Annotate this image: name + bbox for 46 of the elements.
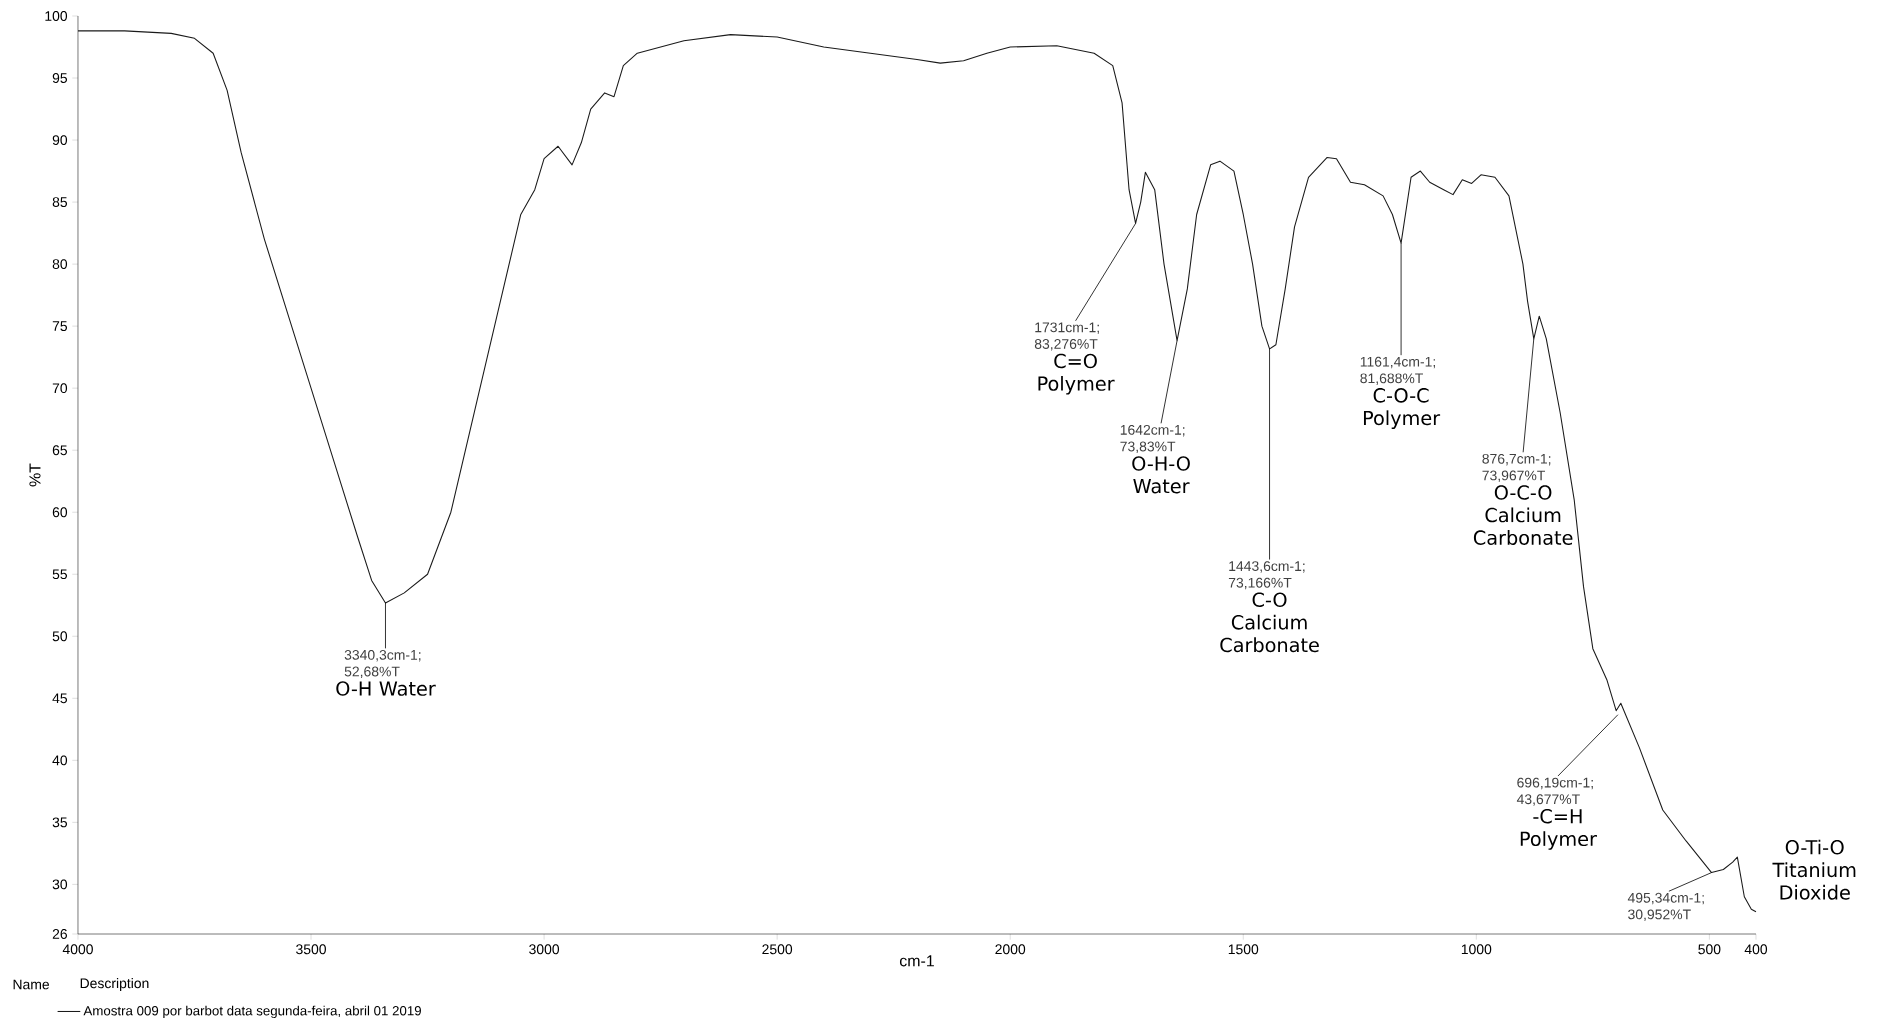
y-tick-label: 100 (45, 11, 68, 21)
legend-label: Amostra 009 por barbot data segunda-feira, abril 01 2019 (83, 1005, 421, 1019)
annotation: 1161,4cm-1; 81,688%T (1360, 356, 1435, 385)
x-tick-label: 3500 (296, 944, 326, 955)
annotation: C-O-C Polymer (1363, 388, 1441, 429)
y-tick-label: 65 (52, 445, 68, 456)
annotation: 876,7cm-1; 73,967%T (1482, 453, 1551, 483)
y-tick-label: 75 (52, 321, 68, 332)
text: O-Ti-O Titanium Dioxide (1772, 839, 1856, 900)
y-tick-label: 90 (52, 135, 68, 145)
y-tick-label: 95 (52, 73, 68, 83)
annotation: C-O Calcium Carbonate (1220, 592, 1319, 653)
y-tick-label: 45 (52, 693, 68, 704)
x-tick-label: 2500 (762, 944, 793, 955)
y-tick-label: 85 (52, 197, 68, 208)
x-tick-label: 400 (1744, 944, 1768, 955)
y-tick-label: 55 (52, 569, 68, 580)
annotation: 1642cm-1; 73,83%T (1120, 424, 1185, 454)
y-tick-label: 60 (52, 507, 68, 518)
y-tick-label: 70 (52, 383, 68, 394)
annotation: 495,34cm-1; 30,952%T (1627, 892, 1704, 921)
text: Description (80, 977, 149, 991)
annotation: O-H-O Water (1132, 456, 1190, 494)
annotation: C=O Polymer (1038, 353, 1115, 395)
x-tick-label: 2000 (995, 944, 1026, 955)
annotation: 1731cm-1; 83,276%T (1034, 322, 1099, 351)
x-tick-label: 500 (1698, 944, 1721, 955)
annotation: 696,19cm-1; 43,677%T (1516, 777, 1593, 806)
x-tick-label: 4000 (62, 944, 93, 955)
x-tick-label: 3000 (529, 944, 560, 955)
x-axis-title: cm-1 (899, 955, 934, 967)
y-tick-label: 50 (52, 631, 68, 642)
y-tick-label: 26 (52, 929, 67, 939)
annotation: 3340,3cm-1; 52,68%T (344, 649, 421, 679)
annotation: 1443,6cm-1; 73,166%T (1228, 561, 1305, 590)
y-axis-title: %T (29, 463, 41, 487)
y-tick-label: 35 (52, 817, 68, 828)
annotation: O-H Water (336, 681, 436, 696)
x-tick-label: 1000 (1461, 944, 1492, 955)
y-tick-label: 30 (52, 879, 68, 890)
annotation: -C=H Polymer (1520, 808, 1597, 850)
text: Name (13, 979, 50, 990)
y-tick-label: 40 (52, 755, 68, 766)
y-tick-label: 80 (52, 259, 68, 270)
annotation: O-C-O Calcium Carbonate (1473, 485, 1573, 545)
x-tick-label: 1500 (1228, 944, 1259, 955)
